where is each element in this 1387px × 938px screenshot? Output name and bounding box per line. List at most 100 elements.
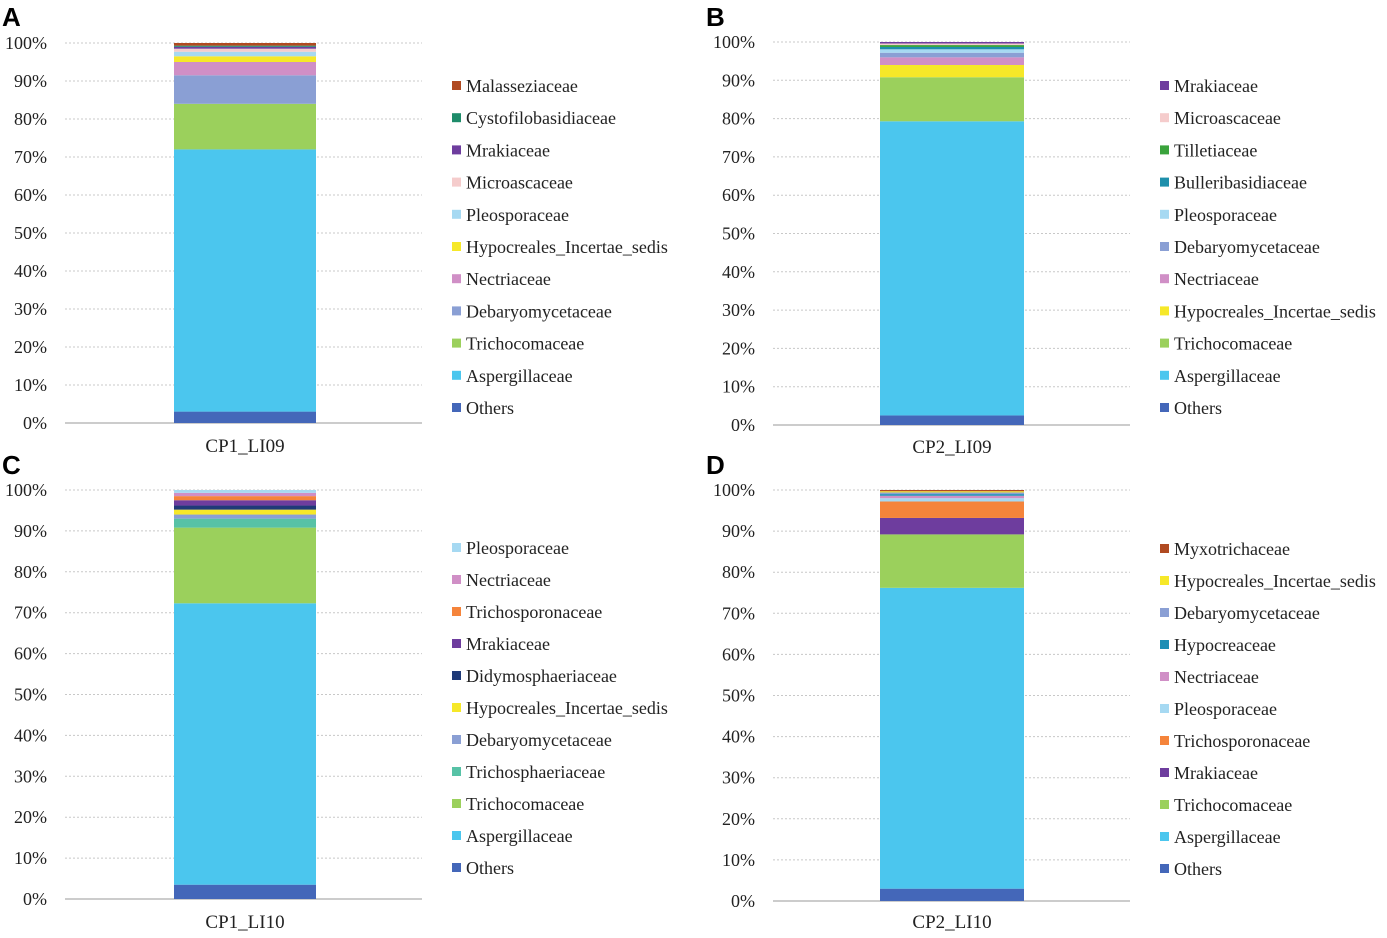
bar-segment-mrakiaceae: [174, 500, 316, 506]
x-category-label: CP2_LI09: [912, 437, 991, 458]
legend-label-aspergillaceae: Aspergillaceae: [1174, 366, 1281, 386]
legend-swatch-trichocomaceae: [1160, 800, 1169, 809]
legend-label-cystofilobasidiaceae: Cystofilobasidiaceae: [466, 108, 616, 128]
legend-label-hypocreaceae: Hypocreaceae: [1174, 635, 1276, 655]
legend-label-pleosporaceae: Pleosporaceae: [466, 538, 569, 558]
y-tick-label: 60%: [722, 644, 755, 664]
y-tick-label: 10%: [14, 375, 47, 395]
legend-label-bulleribasidiaceae: Bulleribasidiaceae: [1174, 173, 1307, 193]
y-tick-label: 10%: [722, 850, 755, 870]
bar-segment-pleosporaceae: [880, 498, 1024, 502]
bar-segment-bulleribasidiaceae: [880, 46, 1024, 50]
legend-label-aspergillaceae: Aspergillaceae: [1174, 827, 1281, 847]
legend-label-mrakiaceae: Mrakiaceae: [1174, 76, 1258, 96]
y-tick-label: 70%: [722, 603, 755, 623]
legend-swatch-trichocomaceae: [452, 338, 461, 348]
legend-swatch-pleosporaceae: [452, 209, 461, 219]
legend-swatch-pleosporaceae: [1160, 704, 1169, 713]
y-tick-label: 30%: [722, 300, 755, 320]
legend-swatch-hypocreales-incertae-sedis: [452, 242, 461, 251]
y-tick-label: 100%: [5, 480, 47, 500]
legend-swatch-hypocreales-incertae-sedis: [1160, 306, 1169, 316]
y-tick-label: 20%: [722, 338, 755, 358]
legend-swatch-nectriaceae: [1160, 672, 1169, 681]
bar-segment-trichosphaeriaceae: [174, 518, 316, 528]
chart-panel-a: A 0% 10% 20% 30% 40% 50% 60% 70% 80% 90% 100% CP1_LI…: [2, 2, 668, 457]
legend-label-trichocomaceae: Trichocomaceae: [1174, 795, 1292, 815]
bar-segment-aspergillaceae: [174, 149, 316, 412]
legend-swatch-trichocomaceae: [1160, 338, 1169, 348]
legend-swatch-others: [452, 403, 461, 412]
legend-swatch-nectriaceae: [1160, 274, 1169, 284]
bar-segment-microascaceae: [880, 43, 1024, 46]
legend-swatch-didymosphaeriaceae: [452, 671, 461, 680]
y-tick-label: 100%: [713, 32, 755, 52]
bar-segment-debaryomycetaceae: [174, 75, 316, 104]
y-tick-label: 40%: [722, 727, 755, 747]
legend-label-others: Others: [466, 858, 514, 878]
y-tick-label: 40%: [14, 261, 47, 281]
bar-segment-debaryomycetaceae: [880, 492, 1024, 495]
y-tick-label: 90%: [14, 521, 47, 541]
bar-segment-debaryomycetaceae: [880, 52, 1024, 58]
legend-label-debaryomycetaceae: Debaryomycetaceae: [466, 301, 612, 321]
legend-swatch-hypocreales-incertae-sedis: [1160, 576, 1169, 585]
legend-label-hypocreales-incertae-sedis: Hypocreales_Incertae_sedis: [466, 237, 668, 257]
legend-label-trichosporonaceae: Trichosporonaceae: [466, 602, 602, 622]
y-tick-label: 40%: [722, 262, 755, 282]
legend-label-pleosporaceae: Pleosporaceae: [1174, 205, 1277, 225]
bar-segment-trichocomaceae: [880, 534, 1024, 588]
y-tick-label: 50%: [722, 224, 755, 244]
y-tick-label: 30%: [14, 299, 47, 319]
y-tick-label: 100%: [713, 480, 755, 500]
legend-swatch-debaryomycetaceae: [1160, 242, 1169, 251]
legend-swatch-trichosporonaceae: [1160, 736, 1169, 745]
y-tick-label: 100%: [5, 33, 47, 53]
legend-label-trichosporonaceae: Trichosporonaceae: [1174, 731, 1310, 751]
legend-label-microascaceae: Microascaceae: [1174, 108, 1281, 128]
chart-panel-c: C 0% 10% 20% 30% 40% 50% 60% 70% 80% 90% 100% CP1_LI…: [2, 450, 668, 933]
x-category-label: CP1_LI09: [205, 436, 284, 457]
y-tick-label: 70%: [14, 147, 47, 167]
legend-swatch-others: [1160, 864, 1169, 873]
y-tick-label: 70%: [722, 147, 755, 167]
legend-swatch-aspergillaceae: [452, 831, 461, 840]
y-tick-label: 20%: [14, 337, 47, 357]
bar-segment-trichosporonaceae: [174, 496, 316, 501]
legend-swatch-cystofilobasidiaceae: [452, 113, 461, 123]
bar-segment-pleosporaceae: [880, 49, 1024, 53]
y-tick-label: 90%: [722, 70, 755, 90]
bar-segment-hypocreaceae: [880, 494, 1024, 496]
legend-swatch-tilletiaceae: [1160, 145, 1169, 155]
legend-swatch-others: [1160, 403, 1169, 412]
y-tick-label: 0%: [731, 891, 755, 911]
legend-label-mrakiaceae: Mrakiaceae: [466, 140, 550, 160]
bar-segment-didymosphaeriaceae: [174, 505, 316, 510]
panel-letter: C: [2, 450, 21, 480]
legend-label-didymosphaeriaceae: Didymosphaeriaceae: [466, 666, 617, 686]
chart-panel-d: D 0% 10% 20% 30% 40% 50% 60% 70% 80% 90% 100% CP2_LI…: [706, 450, 1376, 933]
y-tick-label: 0%: [23, 889, 47, 909]
bar-segment-hypocreales-incertae-sedis: [880, 491, 1024, 493]
y-tick-label: 60%: [14, 644, 47, 664]
y-tick-label: 80%: [14, 562, 47, 582]
legend-label-hypocreales-incertae-sedis: Hypocreales_Incertae_sedis: [466, 698, 668, 718]
legend-swatch-aspergillaceae: [1160, 370, 1169, 380]
y-tick-label: 90%: [14, 71, 47, 91]
bar-segment-others: [174, 884, 316, 899]
legend-swatch-hypocreales-incertae-sedis: [452, 703, 461, 712]
y-tick-label: 10%: [722, 377, 755, 397]
legend-swatch-pleosporaceae: [1160, 209, 1169, 219]
legend-label-aspergillaceae: Aspergillaceae: [466, 826, 573, 846]
y-tick-label: 50%: [14, 223, 47, 243]
legend-swatch-trichocomaceae: [452, 799, 461, 808]
legend-label-mrakiaceae: Mrakiaceae: [1174, 763, 1258, 783]
bar-segment-pleosporaceae: [174, 490, 316, 493]
legend-label-debaryomycetaceae: Debaryomycetaceae: [1174, 237, 1320, 257]
bar-segment-others: [880, 415, 1024, 425]
legend-label-malasseziaceae: Malasseziaceae: [466, 76, 578, 96]
legend-label-mrakiaceae: Mrakiaceae: [466, 634, 550, 654]
legend-label-nectriaceae: Nectriaceae: [466, 570, 551, 590]
legend-label-trichocomaceae: Trichocomaceae: [466, 794, 584, 814]
